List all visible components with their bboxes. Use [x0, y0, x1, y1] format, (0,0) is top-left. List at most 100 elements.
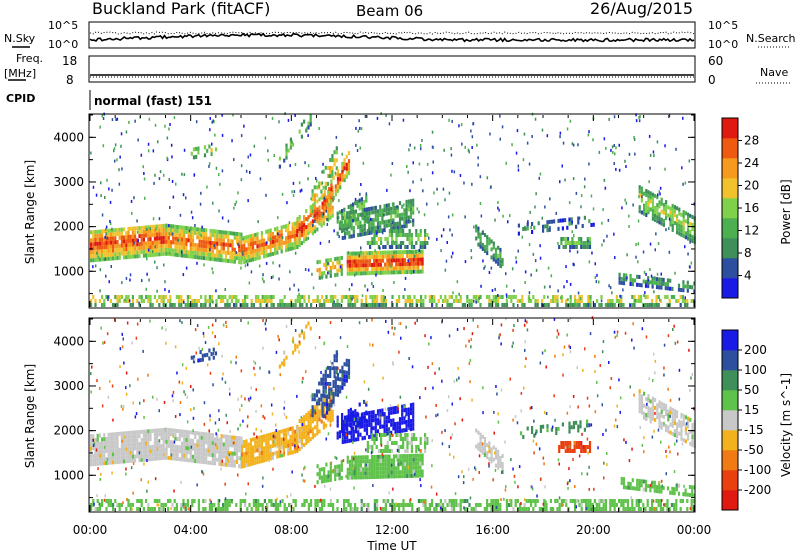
scatter-cell [647, 484, 650, 489]
scatter-cell [562, 445, 565, 449]
scatter-cell [318, 267, 321, 272]
scatter-cell [195, 303, 198, 307]
scatter-speckle [572, 177, 575, 181]
scatter-cell [371, 299, 374, 303]
scatter-cell [665, 404, 668, 409]
scatter-cell [153, 499, 156, 503]
scatter-cell [226, 503, 229, 507]
scatter-cell [383, 420, 386, 425]
scatter-cell [245, 247, 248, 252]
scatter-speckle [421, 139, 423, 142]
scatter-cell [347, 359, 351, 364]
scatter-cell [243, 244, 246, 248]
scatter-cell [421, 265, 424, 270]
scatter-cell [329, 370, 332, 374]
scatter-speckle [590, 194, 593, 198]
scatter-cell [666, 282, 670, 287]
scatter-cell [361, 232, 364, 237]
scatter-speckle [603, 239, 605, 243]
scatter-cell [332, 400, 335, 404]
scatter-cell [671, 286, 674, 291]
scatter-cell [196, 455, 199, 460]
scatter-cell [588, 237, 592, 241]
scatter-cell [129, 442, 132, 447]
scatter-cell [370, 226, 373, 231]
scatter-cell [197, 146, 200, 151]
scatter-cell [620, 280, 623, 285]
scatter-cell [587, 303, 590, 307]
scatter-cell [153, 436, 156, 441]
scatter-cell [184, 503, 187, 507]
scatter-cell [687, 232, 690, 237]
scatter-cell [296, 449, 299, 453]
scatter-cell [651, 284, 654, 289]
scatter-cell [402, 233, 405, 237]
scatter-cell [492, 295, 495, 299]
scatter-cell [364, 271, 367, 276]
scatter-cell [388, 250, 391, 255]
scatter-cell [552, 295, 555, 299]
scatter-cell [676, 230, 679, 235]
scatter-cell [332, 503, 335, 507]
scatter-cell [323, 303, 326, 307]
scatter-cell [285, 236, 288, 241]
scatter-cell [272, 295, 275, 299]
scatter-cell [174, 432, 177, 437]
scatter-cell [346, 219, 349, 224]
scatter-speckle [528, 291, 531, 295]
scatter-cell [90, 250, 93, 255]
scatter-cell [371, 449, 374, 453]
scatter-speckle [145, 287, 147, 291]
scatter-speckle [209, 128, 211, 132]
scatter-cell [303, 235, 306, 240]
scatter-cell [153, 248, 156, 253]
scatter-cell [325, 423, 328, 428]
scatter-cell [147, 445, 150, 450]
scatter-cell [276, 450, 279, 455]
scatter-cell [149, 429, 152, 434]
scatter-speckle [404, 276, 407, 280]
scatter-cell [494, 299, 497, 303]
scatter-cell [366, 475, 369, 480]
scatter-cell [364, 267, 367, 272]
scatter-cell [254, 444, 257, 449]
scatter-cell [401, 216, 404, 221]
scatter-cell [622, 485, 626, 490]
scatter-cell [662, 222, 665, 227]
scatter-speckle [234, 203, 236, 206]
scatter-cell [347, 409, 350, 414]
scatter-cell [667, 409, 670, 414]
scatter-speckle [307, 134, 309, 137]
scatter-cell [329, 415, 332, 420]
scatter-cell [622, 273, 626, 278]
scatter-speckle [638, 116, 640, 119]
scatter-cell [638, 401, 641, 406]
scatter-speckle [544, 205, 546, 209]
scatter-cell [162, 247, 165, 252]
scatter-speckle [693, 299, 695, 303]
scatter-cell [198, 231, 201, 236]
scatter-cell [401, 458, 404, 463]
scatter-cell [103, 241, 106, 246]
scatter-cell [689, 441, 692, 446]
scatter-cell [545, 303, 548, 307]
scatter-cell [353, 271, 356, 276]
scatter-cell [260, 439, 263, 443]
scatter-cell [123, 227, 126, 232]
scatter-cell [138, 454, 141, 459]
scatter-cell [149, 449, 152, 454]
scatter-cell [116, 295, 119, 299]
scatter-cell [92, 454, 95, 459]
scatter-cell [140, 295, 143, 299]
scatter-cell [280, 249, 283, 254]
scatter-cell [200, 455, 203, 460]
scatter-cell [349, 203, 352, 208]
scatter-cell [638, 397, 641, 402]
scatter-cell [655, 295, 658, 299]
scatter-cell [390, 210, 393, 215]
scatter-cell [371, 445, 374, 449]
scatter-cell [359, 220, 362, 225]
scatter-cell [293, 237, 296, 242]
scatter-cell [229, 463, 232, 468]
scatter-speckle [515, 151, 518, 155]
